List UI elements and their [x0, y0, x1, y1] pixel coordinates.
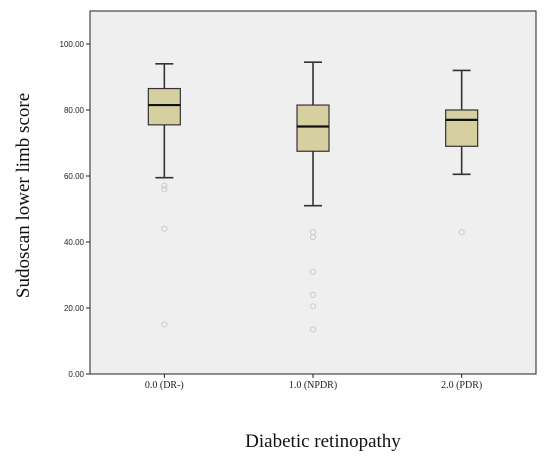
y-tick-label: 100.00 [60, 40, 85, 49]
outlier-point [309, 291, 317, 298]
x-axis-title: Diabetic retinopathy [245, 431, 401, 452]
outlier-point [161, 321, 168, 328]
interquartile-box [296, 104, 330, 152]
y-axis: 0.00 20.00 40.00 60.00 80.00 100.00 [60, 40, 90, 379]
y-tick-label: 40.00 [64, 238, 85, 247]
outlier-point [458, 229, 465, 236]
y-tick-label: 60.00 [64, 172, 85, 181]
interquartile-box [445, 109, 479, 147]
boxes [147, 61, 479, 333]
box-1 [147, 62, 181, 328]
outlier-point [161, 182, 168, 189]
outlier-point [309, 326, 317, 333]
y-axis-title: Sudoscan lower limb score [13, 93, 34, 298]
outlier-point [309, 268, 317, 275]
outlier-point [309, 303, 317, 310]
interquartile-box [147, 87, 181, 126]
y-tick-label: 0.00 [68, 370, 84, 379]
x-category-label: 2.0 (PDR) [441, 380, 482, 391]
x-category-label: 1.0 (NPDR) [289, 380, 337, 391]
box-2 [296, 61, 330, 333]
x-category-label: 0.0 (DR-) [145, 380, 184, 391]
x-axis: 0.0 (DR-) 1.0 (NPDR) 2.0 (PDR) [145, 374, 482, 391]
y-tick-label: 80.00 [64, 106, 85, 115]
outlier-point [309, 233, 317, 241]
y-tick-label: 20.00 [64, 304, 85, 313]
box-3 [445, 69, 479, 236]
outlier-point [161, 186, 168, 193]
outlier-point [161, 225, 168, 232]
